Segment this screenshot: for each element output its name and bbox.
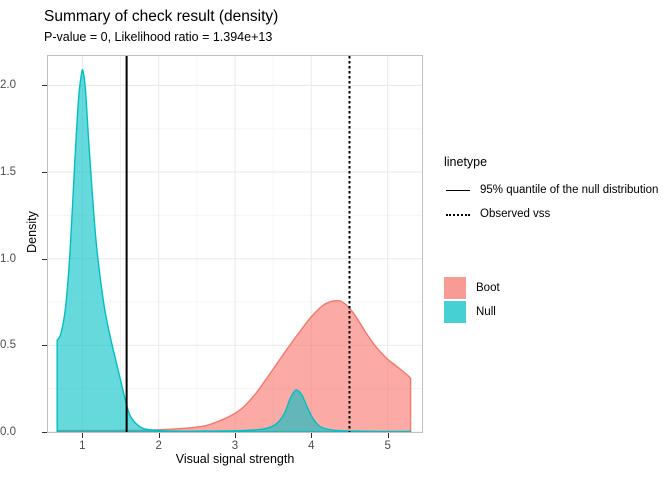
x-tick-mark bbox=[311, 433, 313, 438]
x-tick-mark bbox=[387, 433, 389, 438]
y-tick-mark bbox=[42, 432, 47, 433]
legend-item-boot[interactable]: Boot bbox=[444, 276, 584, 300]
legend-linetype: linetype 95% quantile of the null distri… bbox=[444, 155, 672, 227]
x-axis-title: Visual signal strength bbox=[175, 452, 295, 466]
plot-panel bbox=[47, 55, 423, 433]
x-tick-mark bbox=[235, 433, 236, 438]
legend-item-observed[interactable]: Observed vss bbox=[444, 203, 672, 225]
legend-linetype-label-1: Observed vss bbox=[480, 208, 551, 220]
y-tick-mark bbox=[42, 345, 47, 347]
y-tick-label: 0.0 bbox=[0, 426, 16, 438]
y-tick-label: 0.5 bbox=[0, 339, 16, 352]
y-tick-label: 2.0 bbox=[0, 79, 16, 92]
plot-subtitle: P-value = 0, Likelihood ratio = 1.394e+1… bbox=[44, 30, 273, 44]
x-tick-label: 3 bbox=[231, 440, 239, 452]
legend-fill: Boot Null bbox=[444, 276, 584, 324]
x-tick-label: 1 bbox=[79, 440, 86, 452]
x-tick-mark bbox=[82, 433, 84, 438]
dotted-line-icon bbox=[444, 206, 472, 223]
legend-fill-label-1: Null bbox=[476, 306, 496, 318]
solid-line-icon bbox=[444, 182, 472, 199]
y-tick-label: 1.0 bbox=[0, 252, 16, 265]
x-tick-label: 2 bbox=[155, 440, 162, 452]
y-tick-label: 1.5 bbox=[0, 166, 16, 179]
y-tick-mark bbox=[42, 85, 47, 87]
page-title: Summary of check result (density) bbox=[44, 8, 279, 25]
x-tick-mark bbox=[158, 433, 160, 438]
boot-color-swatch-icon bbox=[444, 277, 466, 299]
density-area-null bbox=[56, 69, 412, 432]
y-tick-mark bbox=[42, 258, 47, 260]
legend-fill-label-0: Boot bbox=[476, 282, 500, 294]
legend-linetype-label-0: 95% quantile of the null distribution bbox=[480, 184, 659, 196]
legend-item-quantile[interactable]: 95% quantile of the null distribution bbox=[444, 179, 672, 201]
density-plot-svg bbox=[48, 56, 422, 432]
x-tick-label: 5 bbox=[384, 440, 391, 452]
y-axis-title: Density bbox=[25, 211, 39, 253]
legend-item-null[interactable]: Null bbox=[444, 300, 584, 324]
x-tick-label: 4 bbox=[308, 440, 315, 452]
y-tick-mark bbox=[42, 172, 47, 174]
null-color-swatch-icon bbox=[444, 301, 466, 323]
legend-linetype-title: linetype bbox=[444, 155, 488, 169]
density-area-boot bbox=[56, 299, 412, 432]
